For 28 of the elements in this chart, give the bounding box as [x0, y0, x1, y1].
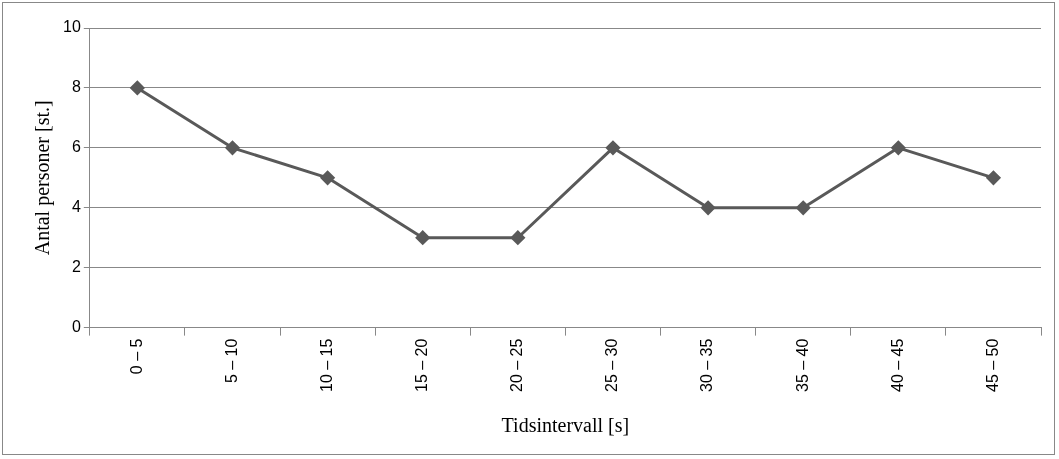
point	[701, 200, 716, 215]
y-tick-label: 0	[71, 318, 81, 336]
y-tick-label: 8	[71, 78, 81, 96]
x-axis-title: Tidsintervall [s]	[501, 414, 630, 437]
x-tick-label: 20 – 25	[508, 338, 526, 393]
point	[320, 170, 335, 185]
x-tick-label: 30 – 35	[698, 338, 716, 393]
x-tick-label: 45 – 50	[983, 338, 1001, 393]
point	[415, 230, 430, 245]
x-tick-label: 5 – 10	[222, 338, 240, 384]
x-tick-label: 40 – 45	[888, 338, 906, 393]
y-tick-label: 10	[63, 18, 81, 36]
x-tick-label: 15 – 20	[413, 338, 431, 393]
y-axis-title: Antal personer [st.]	[31, 100, 55, 256]
point	[225, 140, 240, 155]
y-tick-label: 4	[71, 198, 81, 216]
x-tick-label: 0 – 5	[127, 338, 145, 375]
x-tick-label: 35 – 40	[793, 338, 811, 393]
x-tick-label: 10 – 15	[318, 338, 335, 393]
y-tick-label: 2	[71, 258, 81, 276]
point	[891, 140, 906, 155]
y-tick-label: 6	[71, 138, 81, 156]
point	[605, 140, 620, 155]
x-tick-label: 25 – 30	[603, 338, 621, 393]
point	[986, 170, 1001, 185]
point	[796, 200, 811, 215]
point	[510, 230, 525, 245]
point	[130, 80, 145, 95]
